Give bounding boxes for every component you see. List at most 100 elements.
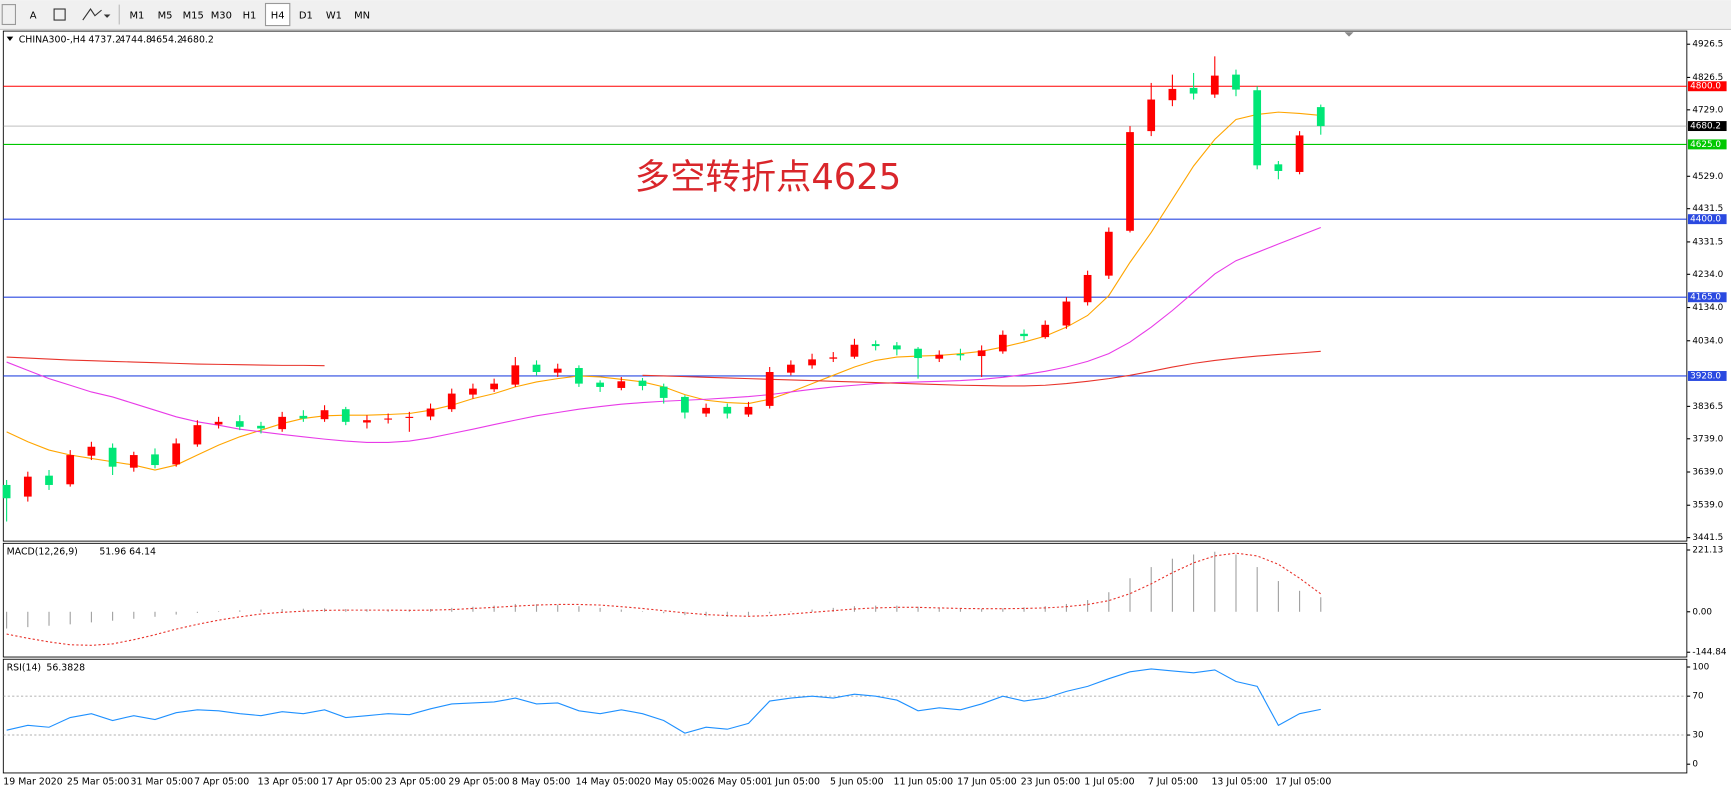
timeframe-button[interactable]: MN	[354, 11, 370, 22]
candle-body	[808, 359, 816, 366]
candle-body	[1316, 107, 1325, 127]
current-price-box	[1687, 121, 1727, 132]
x-tick-label: 19 Mar 2020	[3, 776, 62, 787]
candle-body	[532, 364, 541, 372]
timeframe-button[interactable]: M15	[183, 11, 204, 22]
x-tick-label: 29 Apr 05:00	[448, 776, 509, 787]
candle-body	[45, 475, 53, 485]
candle-body	[935, 354, 944, 359]
candle-body	[129, 455, 138, 468]
candle-body	[1126, 132, 1134, 231]
x-tick-label: 20 May 05:00	[639, 776, 703, 787]
candle-body	[1147, 99, 1156, 132]
candle-body	[511, 365, 520, 385]
header-low: 4654.2	[150, 34, 183, 45]
candle-body	[193, 425, 202, 445]
timeframe-button[interactable]: M1	[129, 11, 144, 22]
candle-body	[553, 368, 562, 373]
objects-dropdown[interactable]	[103, 14, 111, 18]
timeframe-button[interactable]: D1	[299, 11, 313, 22]
level-price-box	[1687, 81, 1727, 92]
y-tick-label: 3441.5	[1692, 533, 1723, 543]
timeframe-button[interactable]: M30	[211, 11, 232, 22]
text-tool[interactable]: A	[30, 11, 37, 22]
candle-body	[681, 396, 689, 413]
candle-body	[744, 406, 753, 415]
timeframes: M1 M5 M15 M30 H1 H4 D1 W1 MN	[129, 2, 370, 27]
y-tick-label: 70	[1692, 692, 1704, 702]
timeframe-button[interactable]: M5	[158, 11, 173, 22]
level-price-box	[1687, 214, 1727, 225]
y-tick-label: 3639.0	[1692, 468, 1723, 478]
macd-signal-value: 64.14	[129, 547, 156, 558]
candle-body	[1274, 164, 1283, 171]
candle-body	[151, 454, 159, 466]
x-tick-label: 13 Apr 05:00	[258, 776, 319, 787]
rsi-line	[6, 668, 1321, 734]
candle-body	[956, 354, 965, 356]
timeframe-button[interactable]: H4	[271, 11, 285, 22]
rsi-value: 56.3828	[46, 663, 85, 674]
y-tick-label: 0	[1692, 760, 1698, 770]
x-tick-label: 11 Jun 05:00	[894, 776, 954, 787]
toolbar	[0, 0, 1731, 30]
x-tick-label: 17 Jun 05:00	[957, 776, 1017, 787]
x-tick-label: 23 Apr 05:00	[385, 776, 446, 787]
x-tick-label: 23 Jun 05:00	[1021, 776, 1081, 787]
candle-body	[829, 357, 838, 359]
timeframe-button[interactable]: H1	[243, 11, 257, 22]
crosshair-tool[interactable]	[1, 4, 17, 26]
y-tick-label: 30	[1692, 731, 1704, 741]
timeframe-button[interactable]: W1	[326, 11, 342, 22]
candle-body	[1210, 75, 1219, 95]
candle-body	[1083, 274, 1092, 303]
candle-body	[871, 344, 880, 347]
level-price-box	[1687, 139, 1727, 150]
y-tick-label: 4926.5	[1692, 40, 1723, 50]
y-tick-label: 4331.5	[1692, 237, 1723, 247]
header-high: 4744.8	[119, 34, 152, 45]
candle-body	[787, 364, 795, 373]
candle-body	[1041, 324, 1050, 338]
x-tick-label: 8 May 05:00	[512, 776, 570, 787]
candle-body	[108, 447, 117, 467]
candle-body	[1232, 74, 1240, 90]
candle-body	[66, 455, 75, 485]
x-tick-label: 1 Jul 05:00	[1084, 776, 1134, 787]
candle-body	[1020, 333, 1028, 337]
level-price-label: 4625.0	[1690, 140, 1721, 150]
y-tick-label: 4134.0	[1692, 303, 1723, 313]
macd-title: MACD(12,26,9)	[7, 547, 78, 558]
candle-body	[384, 418, 393, 420]
x-tick-label: 31 Mar 05:00	[130, 776, 193, 787]
label-tool[interactable]	[53, 8, 66, 21]
candle-body	[850, 344, 859, 357]
candle-body	[257, 425, 265, 429]
candle-body	[1104, 231, 1113, 276]
candle-body	[320, 410, 329, 420]
objects-tool[interactable]	[82, 8, 102, 21]
candle-body	[426, 408, 435, 417]
x-tick-label: 25 Mar 05:00	[67, 776, 130, 787]
y-tick-label: 4826.5	[1692, 73, 1723, 83]
x-tick-label: 13 Jul 05:00	[1211, 776, 1267, 787]
header-open: 4737.2	[88, 34, 121, 45]
x-tick-label: 7 Jul 05:00	[1148, 776, 1198, 787]
y-tick-label: 4529.0	[1692, 172, 1723, 182]
macd-signal	[6, 552, 1322, 646]
macd-panel	[2, 542, 1688, 658]
y-tick-label: 4034.0	[1692, 336, 1723, 346]
candle-body	[1062, 301, 1071, 326]
candle-body	[23, 476, 32, 497]
level-price-label: 4400.0	[1690, 215, 1721, 225]
rsi-panel	[2, 658, 1688, 774]
candle-body	[490, 383, 498, 390]
x-tick-label: 5 Jun 05:00	[830, 776, 884, 787]
rsi-title: RSI(14)	[7, 663, 41, 674]
candle-body	[214, 421, 223, 425]
moving-average	[6, 350, 1321, 387]
y-tick-label: 4234.0	[1692, 270, 1723, 280]
annotation: 多空转折点4625	[635, 157, 901, 198]
candle-body	[723, 406, 732, 414]
candle-body	[235, 421, 244, 427]
